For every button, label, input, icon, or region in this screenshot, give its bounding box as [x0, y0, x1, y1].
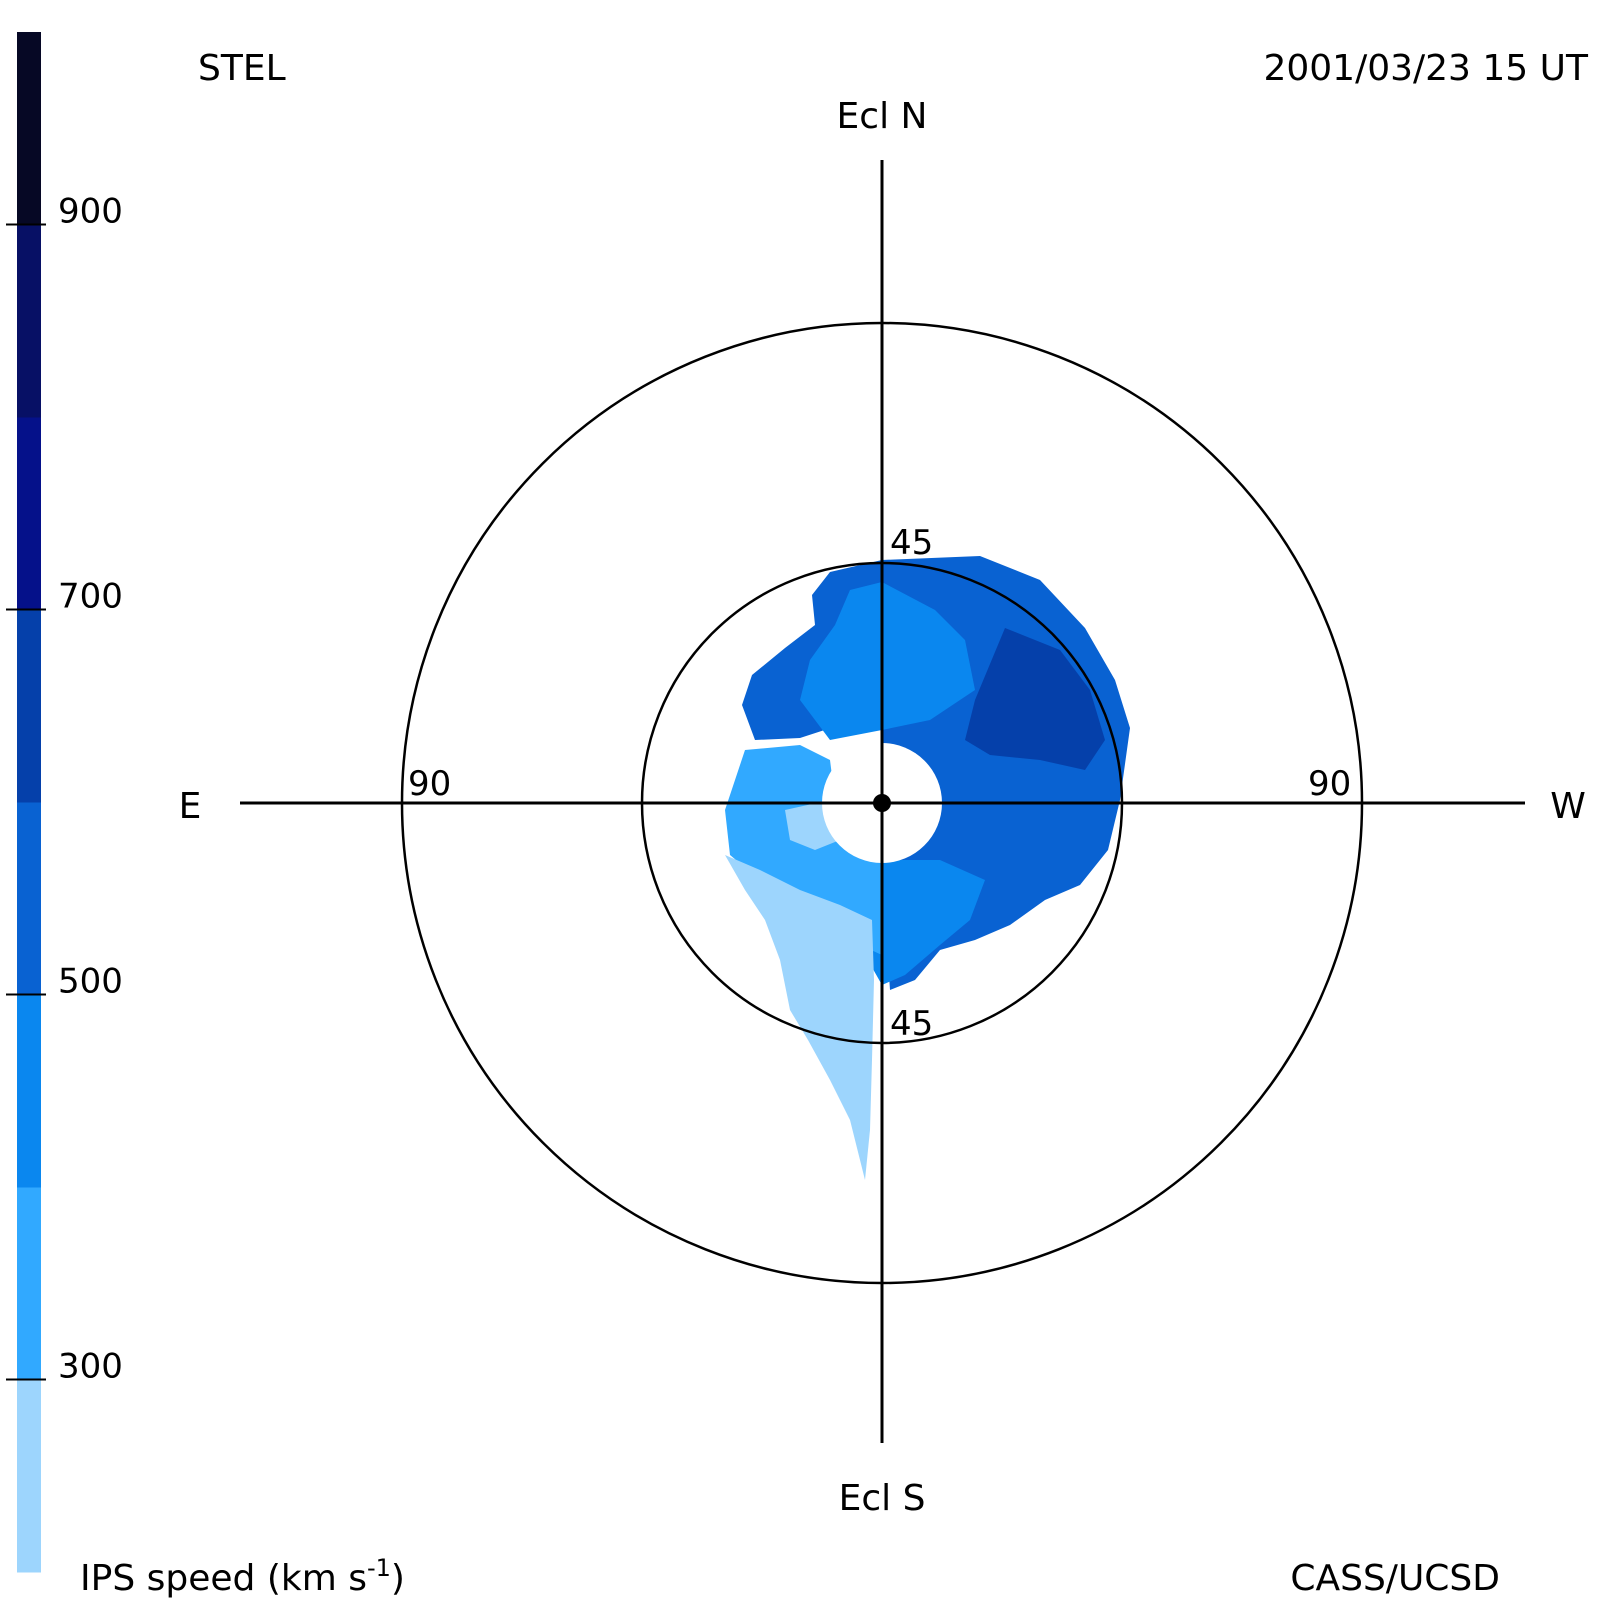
- colorbar-bin-900-1000: [17, 32, 41, 225]
- colorbar-bin-300-400: [17, 1187, 41, 1380]
- colorbar-title: IPS speed (km s-1): [80, 1554, 405, 1599]
- colorbar-tick-label-700: 700: [58, 577, 123, 617]
- direction-north-label: Ecl N: [837, 96, 928, 137]
- direction-west-label: W: [1550, 786, 1586, 827]
- timestamp-label: 2001/03/23 15 UT: [1263, 48, 1589, 89]
- speed-regions: [725, 556, 1130, 1180]
- ring-45-top-label: 45: [890, 523, 933, 563]
- direction-south-label: Ecl S: [839, 1478, 926, 1519]
- region-400-500: [800, 582, 975, 740]
- instrument-label: STEL: [198, 48, 286, 89]
- colorbar-bin-500-600: [17, 802, 41, 995]
- colorbar: [17, 32, 41, 1573]
- colorbar-tick-label-300: 300: [58, 1347, 123, 1387]
- region-600-700: [965, 628, 1105, 770]
- region-300-400: [725, 745, 882, 955]
- colorbar-bin-600-700: [17, 609, 41, 803]
- direction-east-label: E: [179, 786, 202, 827]
- colorbar-title-exp: -1: [367, 1554, 391, 1582]
- colorbar-tick-label-500: 500: [58, 962, 123, 1002]
- ring-45-bottom-label: 45: [890, 1004, 933, 1044]
- colorbar-bin-800-900: [17, 224, 41, 418]
- region-400-500-s: [865, 860, 985, 985]
- colorbar-title-main: IPS speed (km s: [80, 1558, 367, 1599]
- colorbar-title-end: ): [391, 1558, 405, 1599]
- credit-label: CASS/UCSD: [1290, 1558, 1500, 1599]
- colorbar-ticks: 300 500 700 900: [6, 192, 123, 1387]
- colorbar-bin-700-800: [17, 417, 41, 610]
- colorbar-bin-200-300: [17, 1379, 41, 1573]
- region-200-300: [725, 855, 874, 1180]
- sun-center-dot: [873, 794, 891, 812]
- colorbar-tick-label-900: 900: [58, 192, 123, 232]
- ring-90-right-label: 90: [1308, 764, 1351, 804]
- colorbar-bin-400-500: [17, 994, 41, 1188]
- ring-90-left-label: 90: [408, 764, 451, 804]
